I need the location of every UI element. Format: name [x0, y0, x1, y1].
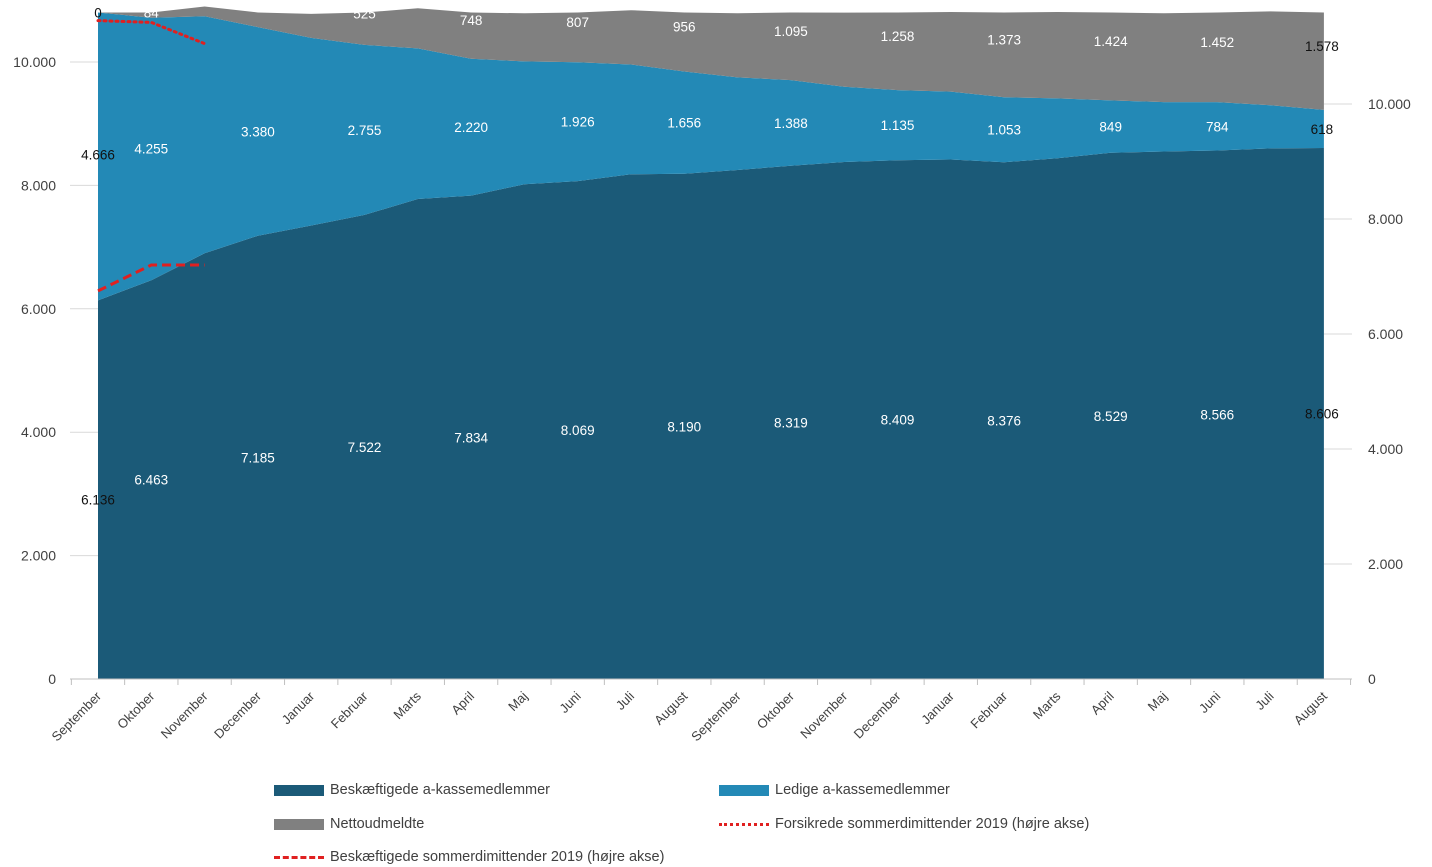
data-label: 84 — [144, 6, 160, 21]
left-axis-tick-label: 0 — [48, 671, 56, 687]
data-label: 8.190 — [667, 419, 701, 434]
data-label: 6.136 — [81, 493, 115, 508]
x-axis-tick-label: Januar — [918, 688, 957, 727]
left-axis-tick-label: 8.000 — [21, 177, 56, 193]
left-axis-tick-label: 10.000 — [13, 54, 56, 70]
x-axis-tick-label: November — [797, 688, 850, 741]
x-axis-tick-label: Oktober — [754, 688, 798, 732]
right-axis-tick-label: 2.000 — [1368, 556, 1403, 572]
left-axis-tick-label: 2.000 — [21, 548, 56, 564]
right-axis-tick-label: 6.000 — [1368, 326, 1403, 342]
legend-item-employed-grads: Beskæftigede sommerdimittender 2019 (høj… — [274, 849, 664, 865]
data-label: 849 — [1099, 120, 1122, 135]
legend-item-insured-grads: Forsikrede sommerdimittender 2019 (højre… — [719, 816, 1089, 832]
x-axis-tick-label: Juni — [1196, 688, 1224, 716]
data-label: 7.185 — [241, 450, 275, 465]
data-label: 8.566 — [1200, 408, 1234, 423]
x-axis-tick-label: Juli — [613, 688, 637, 712]
data-label: 1.578 — [1305, 39, 1339, 54]
x-axis-tick-label: April — [448, 688, 477, 717]
legend-item-net: Nettoudmeldte — [274, 816, 424, 832]
legend-label-net: Nettoudmeldte — [330, 816, 425, 832]
data-label: 1.258 — [881, 29, 915, 44]
data-label: 8.409 — [881, 413, 915, 428]
right-axis-tick-label: 4.000 — [1368, 441, 1403, 457]
data-label: 1.053 — [987, 123, 1021, 138]
x-axis-tick-label: April — [1088, 688, 1117, 717]
data-label: 618 — [1311, 122, 1334, 137]
data-label: 8.376 — [987, 414, 1021, 429]
data-label: 1.656 — [667, 116, 701, 131]
data-label: 6.463 — [134, 473, 168, 488]
data-label: 1.926 — [561, 115, 595, 130]
line-insured-grads — [96, 19, 207, 46]
data-label: 1.424 — [1094, 34, 1128, 49]
x-axis-tick-label: December — [851, 688, 904, 741]
x-axis-tick-label: Maj — [505, 688, 530, 713]
data-label: 8.529 — [1094, 409, 1128, 424]
x-axis-tick-label: August — [651, 688, 690, 727]
legend-swatch-employed — [274, 784, 324, 796]
legend-item-unemployed: Ledige a-kassemedlemmer — [719, 782, 950, 798]
legend-label-unemployed: Ledige a-kassemedlemmer — [775, 782, 950, 798]
data-label: 956 — [673, 20, 696, 35]
area-employed — [98, 148, 1324, 679]
x-axis-tick-label: Maj — [1145, 688, 1170, 713]
data-label: 1.095 — [774, 24, 808, 39]
data-label: 525 — [353, 6, 376, 21]
x-axis-tick-label: September — [688, 688, 744, 744]
data-label: 8.606 — [1305, 407, 1339, 422]
line-employed-grads — [97, 263, 205, 293]
data-label: 807 — [566, 15, 589, 30]
data-label: 237 — [247, 0, 270, 12]
data-label: 8.069 — [561, 423, 595, 438]
data-label: 2.220 — [454, 120, 488, 135]
x-axis-tick-label: Januar — [279, 688, 318, 727]
x-axis-tick-label: Februar — [328, 688, 371, 731]
right-axis-tick-label: 10.000 — [1368, 96, 1411, 112]
data-label: 748 — [460, 13, 483, 28]
x-axis-tick-label: August — [1291, 688, 1330, 727]
x-axis-tick-label: Juli — [1252, 688, 1276, 712]
data-label: 8.319 — [774, 415, 808, 430]
data-label: 4.666 — [81, 148, 115, 163]
area-net — [98, 6, 1324, 110]
data-label: 3.380 — [241, 124, 275, 139]
data-label: 1.135 — [881, 118, 915, 133]
legend-swatch-unemployed — [719, 784, 769, 796]
x-axis-tick-label: December — [211, 688, 264, 741]
left-axis-tick-label: 4.000 — [21, 424, 56, 440]
area-unemployed — [98, 12, 1324, 301]
data-label: 7.834 — [454, 430, 488, 445]
legend-item-employed: Beskæftigede a-kassemedlemmer — [274, 782, 550, 798]
legend-label-employed-grads: Beskæftigede sommerdimittender 2019 (høj… — [330, 849, 665, 865]
x-axis-tick-label: November — [158, 688, 211, 741]
data-label: 1.388 — [774, 116, 808, 131]
x-axis-tick-label: Marts — [1030, 688, 1064, 722]
x-axis-tick-label: Marts — [390, 688, 424, 722]
x-axis-tick-label: September — [49, 688, 105, 744]
data-label: 784 — [1206, 119, 1229, 134]
left-axis-tick-label: 6.000 — [21, 301, 56, 317]
data-label: 2.755 — [348, 123, 382, 138]
data-label: 7.522 — [348, 440, 382, 455]
data-label: 0 — [94, 6, 102, 21]
x-axis-tick-label: Juni — [556, 688, 584, 716]
legend-label-insured-grads: Forsikrede sommerdimittender 2019 (højre… — [775, 816, 1090, 832]
legend-swatch-insured-grads — [719, 822, 769, 826]
data-label: 1.373 — [987, 32, 1021, 47]
legend-label-employed: Beskæftigede a-kassemedlemmer — [330, 782, 551, 798]
legend-swatch-net — [274, 818, 324, 830]
x-axis-tick-label: Februar — [967, 688, 1010, 731]
data-label: 4.255 — [134, 141, 168, 156]
right-axis-tick-label: 0 — [1368, 671, 1376, 687]
legend-swatch-employed-grads — [274, 855, 324, 859]
data-label: 1.452 — [1200, 35, 1234, 50]
x-axis-tick-label: Oktober — [114, 688, 158, 732]
right-axis-tick-label: 8.000 — [1368, 211, 1403, 227]
